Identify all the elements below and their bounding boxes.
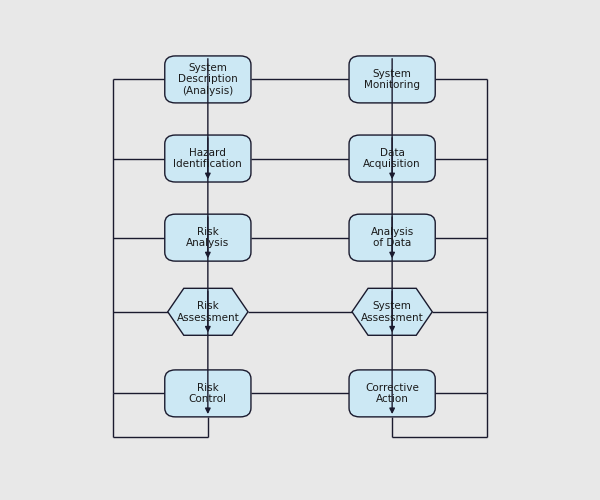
Text: System
Description
(Analysis): System Description (Analysis) xyxy=(178,63,238,96)
Text: Risk
Control: Risk Control xyxy=(189,382,227,404)
Text: System
Monitoring: System Monitoring xyxy=(364,68,420,90)
FancyBboxPatch shape xyxy=(165,135,251,182)
Polygon shape xyxy=(352,288,432,336)
FancyBboxPatch shape xyxy=(165,214,251,261)
FancyBboxPatch shape xyxy=(349,370,435,417)
Text: Risk
Assessment: Risk Assessment xyxy=(176,301,239,322)
FancyBboxPatch shape xyxy=(349,214,435,261)
Text: Data
Acquisition: Data Acquisition xyxy=(364,148,421,170)
FancyBboxPatch shape xyxy=(349,56,435,103)
Text: Risk
Analysis: Risk Analysis xyxy=(186,227,229,248)
Text: Corrective
Action: Corrective Action xyxy=(365,382,419,404)
Polygon shape xyxy=(168,288,248,336)
FancyBboxPatch shape xyxy=(165,56,251,103)
Text: Analysis
of Data: Analysis of Data xyxy=(371,227,414,248)
Text: Hazard
Identification: Hazard Identification xyxy=(173,148,242,170)
FancyBboxPatch shape xyxy=(165,370,251,417)
FancyBboxPatch shape xyxy=(349,135,435,182)
Text: System
Assessment: System Assessment xyxy=(361,301,424,322)
